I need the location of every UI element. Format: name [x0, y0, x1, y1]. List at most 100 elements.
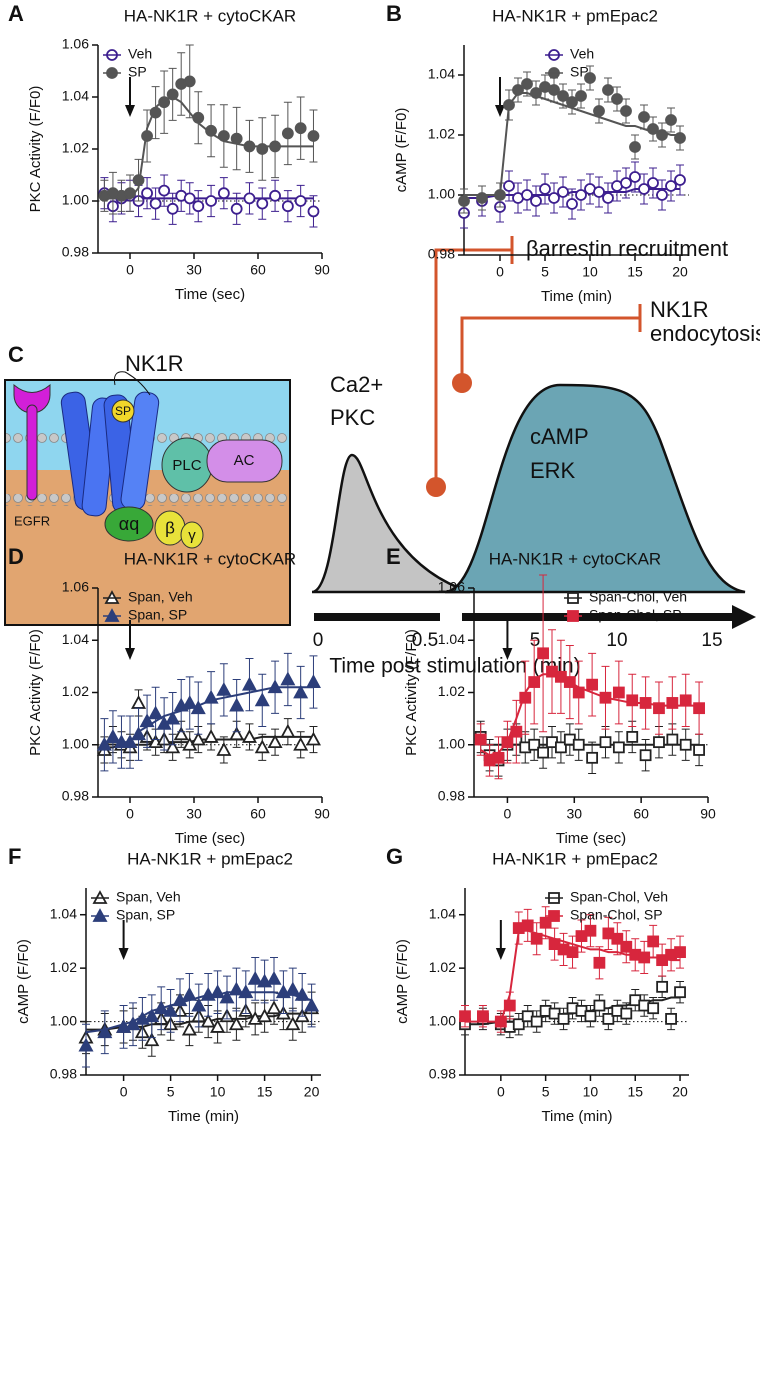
legend-label: Span-Chol, SP — [589, 607, 682, 623]
membrane-inner — [5, 494, 290, 506]
x-tick-label: 15 — [257, 1084, 273, 1100]
x-tick-label: 60 — [633, 806, 649, 822]
y-tick-label: 1.06 — [62, 36, 89, 52]
data-point — [205, 195, 217, 207]
data-point — [572, 686, 585, 699]
y-tick-label: 0.98 — [62, 244, 89, 260]
y-tick-label: 1.00 — [50, 1012, 77, 1028]
data-point — [494, 189, 506, 201]
data-point — [243, 192, 256, 205]
y-tick-label: 1.04 — [62, 631, 89, 647]
data-point — [679, 694, 692, 707]
legend-label: Veh — [128, 46, 152, 62]
data-point — [510, 725, 523, 738]
data-point — [280, 671, 296, 686]
data-point — [254, 739, 270, 754]
x-tick-label: 20 — [672, 264, 688, 280]
data-point — [132, 174, 145, 187]
panel-label: D — [8, 544, 24, 569]
data-point — [665, 180, 677, 192]
data-point — [521, 78, 533, 90]
data-point — [266, 1000, 282, 1015]
legend-label: SP — [570, 64, 589, 80]
legend-label: Span-Chol, Veh — [589, 589, 687, 605]
data-point — [611, 932, 624, 945]
data-point — [521, 189, 533, 201]
data-point — [512, 1018, 525, 1031]
x-tick-label: 0 — [497, 1084, 505, 1100]
x-axis-label: Time (sec) — [175, 286, 245, 303]
y-axis-label: PKC Activity (F/F0) — [27, 629, 44, 756]
g-alpha — [104, 506, 154, 542]
data-point — [629, 141, 641, 153]
data-point — [122, 734, 138, 749]
data-point — [293, 736, 309, 751]
data-point — [256, 197, 269, 210]
time-tick: 15 — [701, 630, 722, 651]
x-tick-label: 0 — [126, 806, 134, 822]
y-axis-label: PKC Activity (F/F0) — [27, 86, 44, 213]
inhibition-dot — [452, 373, 472, 393]
data-point — [679, 738, 692, 751]
data-point — [638, 951, 651, 964]
data-point — [228, 981, 244, 996]
data-point — [182, 695, 198, 709]
x-tick-label: 0 — [126, 262, 134, 278]
data-point — [620, 177, 632, 189]
legend-label: Span, Veh — [116, 889, 181, 905]
data-point — [584, 924, 597, 937]
data-point — [280, 723, 296, 738]
y-tick-label: 1.00 — [62, 192, 89, 208]
data-point — [163, 1003, 179, 1017]
data-point — [97, 1024, 113, 1039]
y-tick-label: 1.00 — [429, 1012, 456, 1028]
data-point — [639, 749, 652, 762]
data-point — [674, 174, 686, 186]
plc-label: PLC — [172, 457, 201, 474]
y-tick-label: 0.98 — [438, 788, 465, 804]
time-label: Time post stimulation (min) — [329, 655, 580, 678]
data-point — [191, 997, 207, 1012]
x-tick-label: 10 — [583, 1084, 599, 1100]
y-tick-label: 0.98 — [62, 788, 89, 804]
data-point — [503, 99, 515, 111]
y-tick-label: 1.00 — [428, 186, 455, 202]
data-point — [665, 114, 677, 126]
data-point — [165, 739, 181, 754]
data-point — [501, 736, 514, 749]
data-point — [294, 986, 310, 1001]
data-point — [229, 697, 245, 712]
x-axis-label: Time (min) — [168, 1108, 239, 1125]
x-tick-label: 5 — [542, 1084, 550, 1100]
y-tick-label: 1.02 — [438, 683, 465, 699]
late-signal: cAMP — [530, 424, 589, 449]
data-point — [153, 1000, 169, 1015]
data-point — [647, 177, 659, 189]
inhibition-dot — [426, 477, 446, 497]
data-point — [539, 916, 552, 929]
data-point — [537, 746, 549, 759]
data-point — [674, 946, 686, 959]
data-point — [192, 200, 205, 213]
data-point — [304, 997, 320, 1012]
data-point — [192, 111, 205, 124]
ac — [206, 439, 283, 483]
data-point — [243, 140, 256, 153]
data-point — [599, 691, 612, 704]
data-point — [612, 686, 625, 699]
data-point — [656, 189, 668, 201]
data-point — [203, 729, 219, 743]
data-point — [181, 1021, 197, 1036]
y-tick-label: 1.02 — [50, 959, 77, 975]
data-point — [494, 1015, 507, 1028]
x-tick-label: 10 — [582, 264, 598, 280]
legend-label: Span, SP — [128, 607, 187, 623]
data-point — [611, 93, 623, 105]
data-point — [503, 180, 515, 192]
data-point — [557, 90, 569, 102]
data-point — [294, 195, 307, 207]
panel-label: C — [8, 342, 24, 367]
data-point — [149, 197, 162, 210]
data-point — [131, 695, 147, 709]
x-tick-label: 20 — [304, 1084, 320, 1100]
